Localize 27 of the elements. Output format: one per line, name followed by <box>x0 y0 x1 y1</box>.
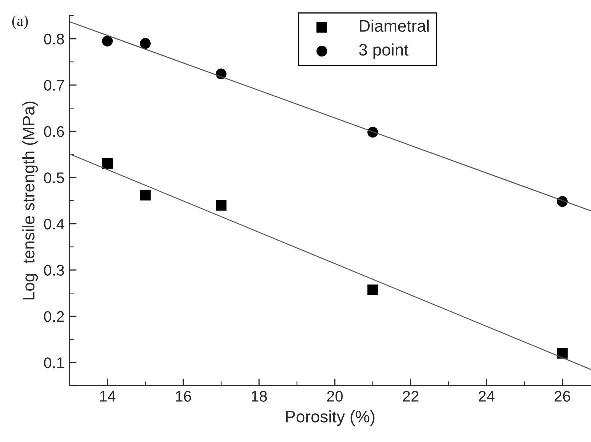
point <box>102 36 114 47</box>
x-tick-label: 20 <box>327 391 344 402</box>
y-tick-label: 0.4 <box>44 218 64 230</box>
text: (a) <box>12 15 28 30</box>
point <box>140 190 151 201</box>
y-tick-label: 0.5 <box>44 172 64 184</box>
point <box>140 38 151 50</box>
point <box>368 284 378 296</box>
y-tick-label: 0.1 <box>44 358 64 368</box>
y-tick-label: 0.3 <box>44 265 64 276</box>
legend-label: 3 point <box>359 44 409 60</box>
x-axis-title: Porosity (%) <box>286 410 375 426</box>
x-tick-label: 22 <box>403 391 419 402</box>
x-tick-label: 14 <box>100 391 116 402</box>
x-tick-label: 18 <box>252 391 268 402</box>
y-tick-label: 0.6 <box>44 126 64 138</box>
x-tick-label: 26 <box>554 391 570 402</box>
y-tick-label: 0.8 <box>44 34 64 45</box>
x-tick-label: 24 <box>479 391 495 402</box>
x-tick-label: 16 <box>176 391 192 402</box>
y-tick-label: 0.2 <box>44 311 64 322</box>
point <box>557 348 568 359</box>
point <box>216 200 227 211</box>
y-axis-title: Log tensile strength (MPa) <box>22 102 38 300</box>
legend-label: Diametral <box>360 20 429 32</box>
y-tick-label: 0.7 <box>44 80 64 91</box>
point <box>102 158 114 170</box>
